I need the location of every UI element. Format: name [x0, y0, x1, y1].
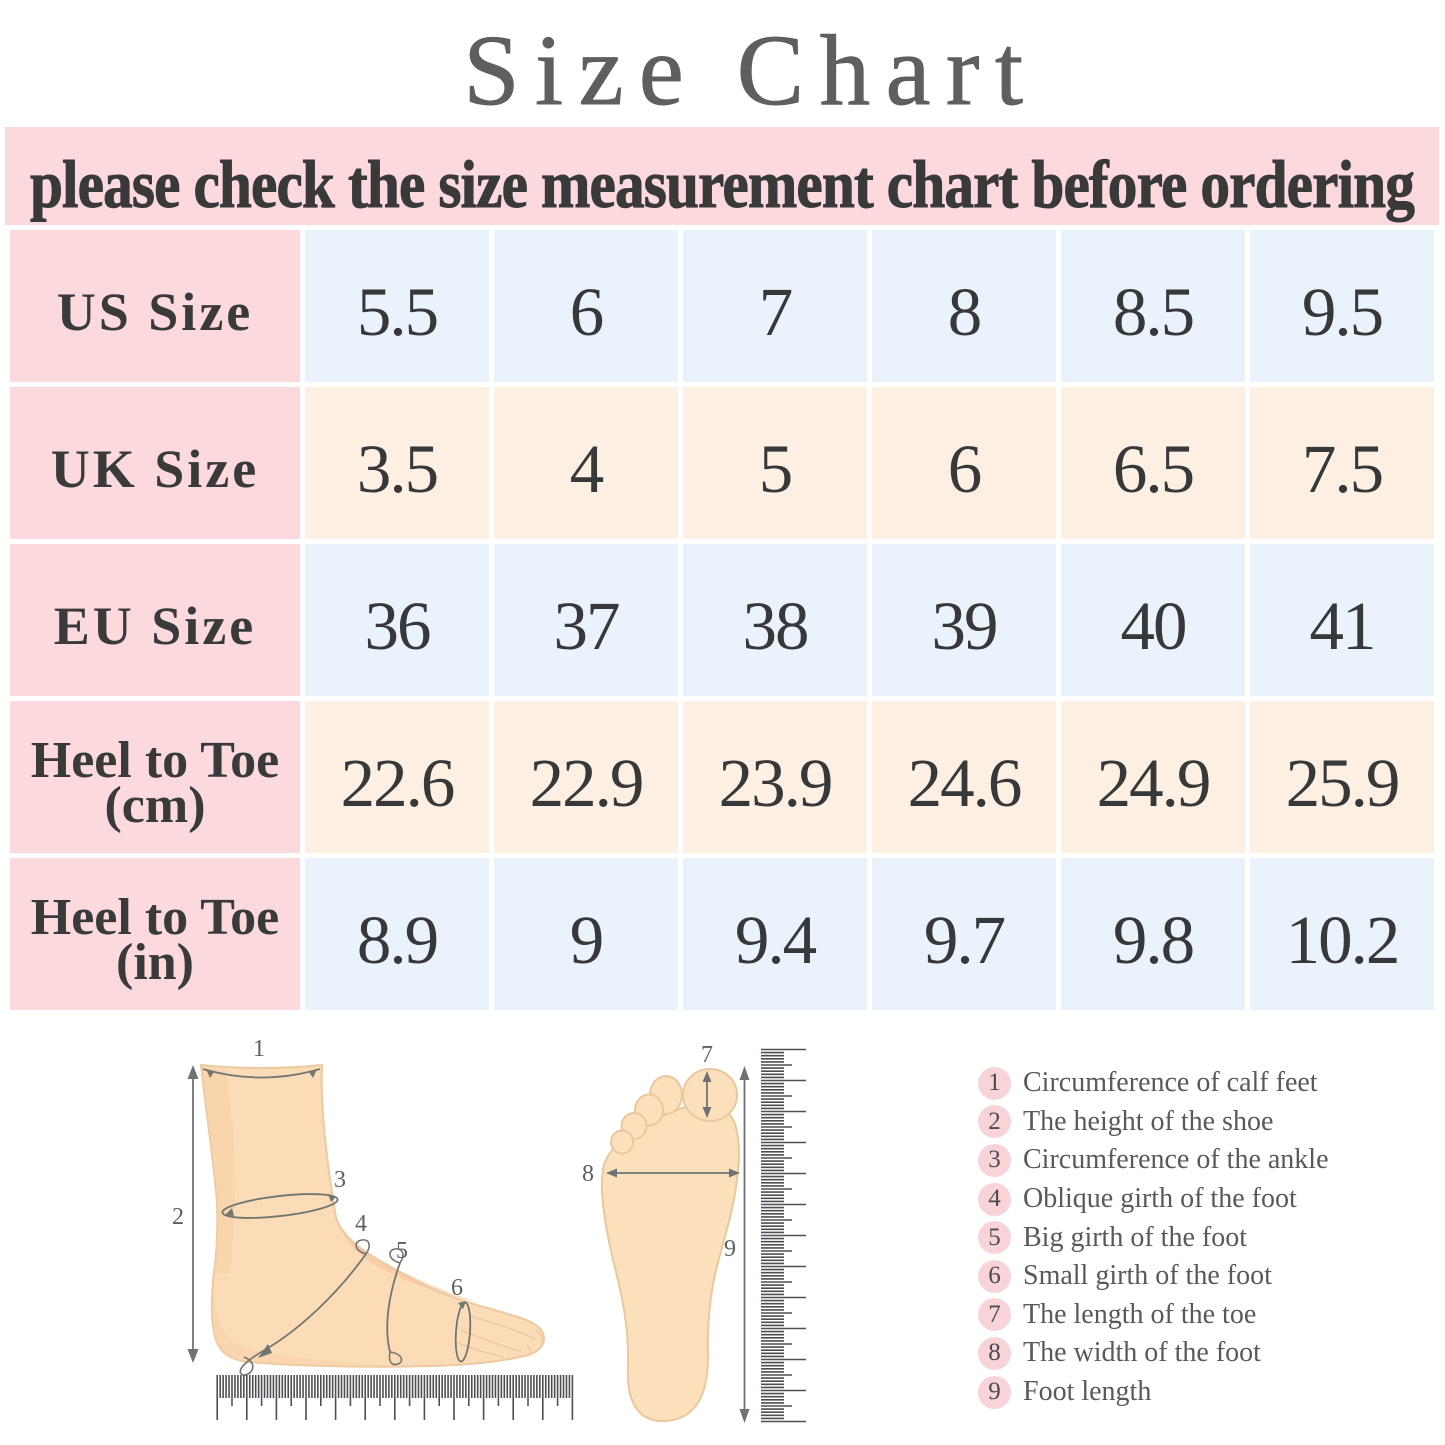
svg-text:6: 6 — [451, 1275, 463, 1301]
svg-text:4: 4 — [355, 1211, 367, 1237]
svg-text:2: 2 — [172, 1204, 184, 1230]
svg-text:8: 8 — [582, 1161, 594, 1187]
svg-text:3: 3 — [334, 1167, 346, 1193]
svg-text:1: 1 — [253, 1036, 265, 1062]
svg-text:7: 7 — [701, 1042, 713, 1068]
svg-text:9: 9 — [724, 1236, 736, 1262]
svg-text:5: 5 — [396, 1238, 408, 1264]
